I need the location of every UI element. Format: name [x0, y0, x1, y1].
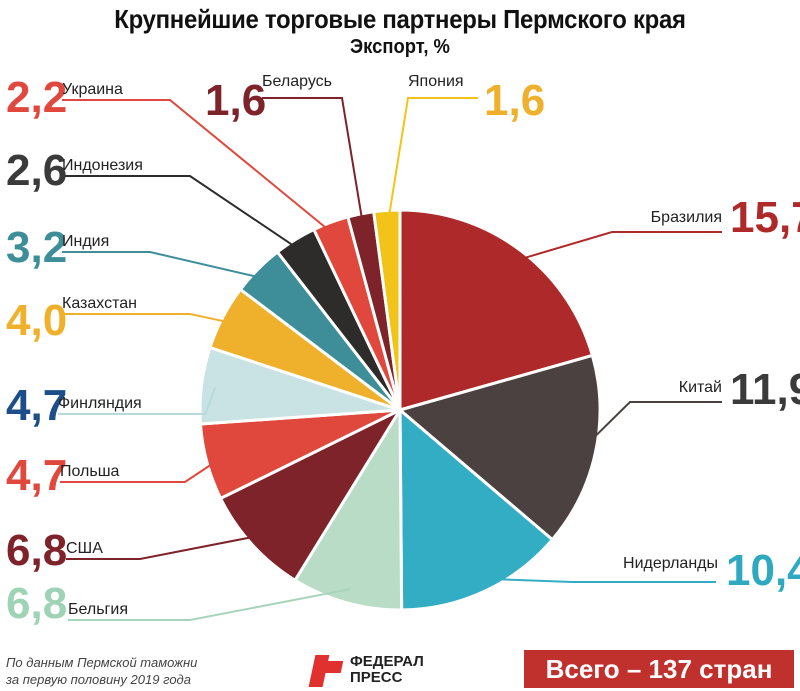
leader-line-10 — [62, 175, 303, 253]
data-label-value-3: 10,4 — [726, 546, 800, 595]
pie-slice-1 — [398, 208, 594, 412]
data-label-value-2: 11,9 — [730, 365, 800, 414]
data-label-value-9: 3,2 — [6, 223, 67, 272]
data-label-value-4: 6,8 — [6, 579, 67, 628]
pie-slice-3 — [398, 408, 554, 612]
leader-line-6 — [60, 457, 221, 483]
data-label-value-6: 4,7 — [6, 451, 67, 500]
chart-title: Крупнейшие торговые партнеры Пермского к… — [114, 4, 686, 34]
leader-line-2 — [580, 401, 722, 451]
total-countries-banner: Всего – 137 стран — [524, 650, 794, 688]
data-label-name-2: Китай — [679, 379, 722, 396]
leader-line-5 — [66, 534, 263, 560]
data-label-value-8: 4,0 — [6, 296, 67, 345]
leader-line-4 — [68, 588, 351, 621]
data-label-value-11: 2,2 — [6, 73, 67, 122]
leader-line-8 — [62, 313, 236, 325]
data-label-value-12: 1,6 — [205, 76, 266, 125]
data-label-name-7: Финляндия — [58, 395, 142, 412]
leader-line-3 — [478, 577, 716, 583]
leader-line-13 — [386, 97, 478, 225]
pie-slice-13 — [372, 208, 402, 412]
data-label-value-5: 6,8 — [6, 526, 67, 575]
data-label-value-7: 4,7 — [6, 381, 67, 430]
data-label-name-11: Украина — [62, 81, 123, 98]
federal-press-logo: ФЕДЕРАЛ ПРЕСС — [308, 652, 424, 688]
chart-subtitle: Экспорт, % — [350, 36, 450, 58]
leader-line-12 — [262, 97, 365, 228]
footnote-line-2: за первую половину 2019 года — [6, 672, 191, 687]
logo-line-1: ФЕДЕРАЛ — [350, 653, 424, 670]
data-label-value-13: 1,6 — [484, 76, 545, 125]
data-label-value-10: 2,6 — [6, 146, 67, 195]
data-label-value-1: 15,7 — [730, 193, 800, 242]
logo-icon — [308, 653, 344, 687]
data-label-name-13: Япония — [408, 73, 464, 90]
leader-line-9 — [62, 251, 268, 281]
leader-line-11 — [62, 99, 337, 237]
leader-line-1 — [511, 231, 722, 263]
data-label-name-9: Индия — [62, 233, 109, 250]
data-label-name-1: Бразилия — [651, 209, 722, 226]
data-label-name-10: Индонезия — [62, 157, 143, 174]
source-footnote: По данным Пермской таможни за первую пол… — [6, 654, 197, 688]
logo-line-2: ПРЕСС — [350, 669, 403, 686]
pie-slice-5 — [219, 408, 402, 582]
data-label-name-5: США — [66, 540, 103, 557]
data-label-name-3: Нидерланды — [623, 555, 718, 572]
pie-slice-2 — [398, 353, 602, 542]
footnote-line-1: По данным Пермской таможни — [6, 655, 198, 670]
pie-slice-4 — [293, 408, 404, 612]
data-label-name-6: Польша — [60, 463, 120, 480]
data-label-name-8: Казахстан — [62, 295, 137, 312]
data-label-name-4: Бельгия — [68, 601, 128, 618]
data-label-name-12: Беларусь — [262, 73, 332, 90]
leader-line-7 — [58, 386, 217, 415]
